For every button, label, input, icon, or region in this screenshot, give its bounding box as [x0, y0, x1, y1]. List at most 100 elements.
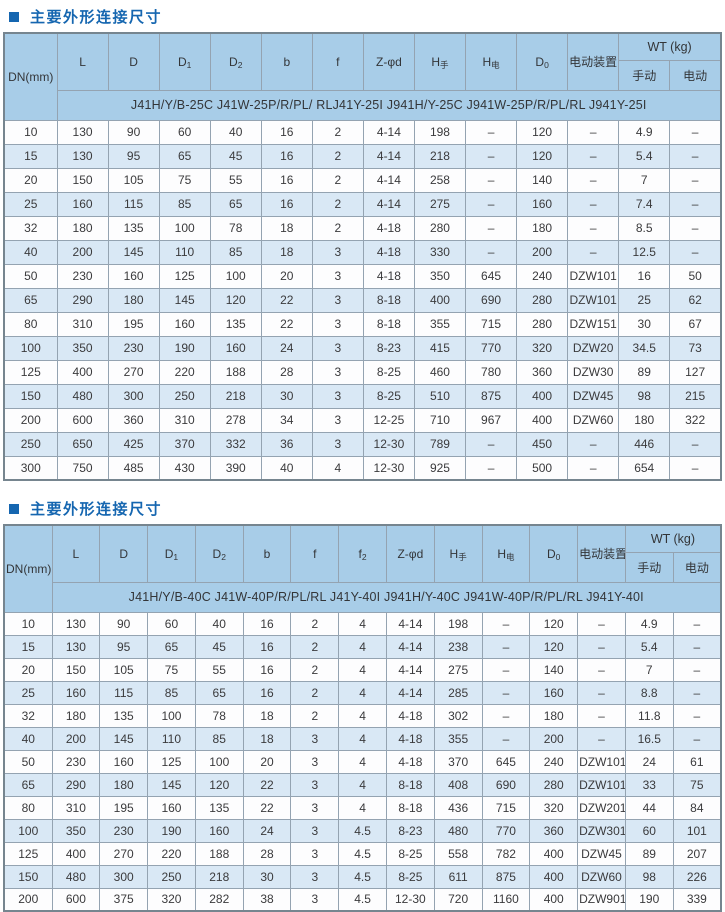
table-row: 32 180 135 100 78 18 2 4-18 280–180–8.5– — [3, 215, 722, 241]
data-cell: 65 — [147, 634, 196, 659]
table-row: 10 130 90 60 40 16 2 4 4-14 198–120–4.9– — [3, 611, 722, 636]
param-header-cell: D2 — [194, 524, 244, 583]
data-cell: 370 — [433, 749, 483, 774]
data-cell: 5.4 — [624, 634, 674, 659]
data-cell: 4-14 — [385, 634, 435, 659]
data-cell: 5.4 — [618, 143, 671, 169]
param-header-cell: D — [107, 32, 160, 91]
data-cell: 16 — [260, 191, 313, 217]
data-cell: 145 — [147, 772, 196, 797]
data-cell: 275 — [433, 657, 483, 682]
table-row: 200 600 375 320 282 38 3 4.5 12-30 720 1160 400 DZW9… — [3, 887, 722, 912]
data-cell: – — [672, 634, 722, 659]
data-cell: 3 — [290, 818, 340, 843]
data-cell: 485 — [107, 455, 160, 481]
table-row: 15 130 95 65 45 16 2 4-14 218–120–5.4– — [3, 143, 722, 169]
data-cell: 8-23 — [385, 818, 435, 843]
data-cell: 3 — [311, 383, 364, 409]
data-cell: 360 — [107, 407, 160, 433]
data-cell: 65 — [209, 191, 262, 217]
data-cell: 925 — [413, 455, 467, 481]
data-cell: 115 — [107, 191, 160, 217]
data-cell: 3 — [311, 407, 364, 433]
data-cell: 20 — [260, 263, 313, 289]
data-cell: 215 — [669, 383, 722, 409]
data-cell: 8-18 — [385, 795, 435, 820]
dn-cell: 10 — [3, 611, 53, 636]
data-cell: – — [567, 191, 620, 217]
data-cell: 34.5 — [618, 335, 671, 361]
data-cell: 360 — [516, 359, 569, 385]
data-cell: 62 — [669, 287, 722, 313]
data-cell: 28 — [260, 359, 313, 385]
data-cell: – — [577, 703, 626, 728]
data-cell: 60 — [147, 611, 196, 636]
data-cell: 125 — [158, 263, 211, 289]
data-cell: – — [567, 143, 620, 169]
data-cell: 355 — [433, 726, 483, 751]
data-cell: 600 — [51, 887, 101, 912]
param-header-cell: D0 — [516, 32, 569, 91]
data-cell: – — [464, 167, 518, 193]
data-cell: 360 — [529, 818, 579, 843]
data-cell: 2 — [311, 167, 364, 193]
data-cell: 16 — [260, 167, 313, 193]
data-cell: 188 — [209, 359, 262, 385]
table-row: 300 750 485 430 390 40 4 12-30 925–500–654– — [3, 455, 722, 481]
data-cell: 2 — [311, 119, 364, 145]
table-row: 150 480 300 250 218 30 3 8-25 510 875 400 DZW45 98 21… — [3, 383, 722, 409]
dn-cell: 32 — [3, 703, 53, 728]
data-cell: 330 — [413, 239, 467, 265]
data-cell: 4-18 — [385, 726, 435, 751]
data-cell: 60 — [158, 119, 211, 145]
data-cell: 710 — [413, 407, 467, 433]
data-cell: 310 — [56, 311, 109, 337]
param-header-cell: f — [290, 524, 340, 583]
data-cell: 195 — [107, 311, 160, 337]
data-cell: 4 — [338, 657, 387, 682]
data-cell: 8-18 — [362, 287, 415, 313]
data-cell: 16 — [242, 634, 292, 659]
data-cell: 150 — [56, 167, 109, 193]
data-cell: 4 — [311, 455, 364, 481]
data-cell: – — [669, 455, 722, 481]
data-cell: – — [669, 239, 722, 265]
data-cell: 67 — [669, 311, 722, 337]
data-cell: 90 — [99, 611, 149, 636]
data-cell: 130 — [56, 143, 109, 169]
data-cell: 3 — [311, 335, 364, 361]
data-cell: 120 — [516, 119, 569, 145]
data-cell: 408 — [433, 772, 483, 797]
data-cell: 278 — [209, 407, 262, 433]
data-cell: 135 — [194, 795, 244, 820]
dn-cell: 125 — [3, 359, 58, 385]
param-header-cell: Z-φd — [362, 32, 415, 91]
data-cell: 145 — [107, 239, 160, 265]
model-list-cell: J41H/Y/B-40C J41W-40P/R/PL/RL J41Y-40I J… — [51, 581, 722, 613]
data-cell: – — [481, 680, 531, 705]
data-cell: 60 — [624, 818, 674, 843]
data-cell: 400 — [516, 407, 569, 433]
param-header-cell: H电 — [464, 32, 518, 91]
data-cell: DZW151 — [567, 311, 620, 337]
data-cell: 75 — [672, 772, 722, 797]
data-cell: 198 — [413, 119, 467, 145]
data-cell: 611 — [433, 864, 483, 889]
dn-cell: 150 — [3, 383, 58, 409]
data-cell: 22 — [242, 772, 292, 797]
data-cell: – — [464, 239, 518, 265]
data-cell: 145 — [99, 726, 149, 751]
data-cell: 198 — [433, 611, 483, 636]
data-cell: 16 — [242, 680, 292, 705]
data-cell: 967 — [464, 407, 518, 433]
data-cell: – — [464, 143, 518, 169]
data-cell: 4.5 — [338, 841, 387, 866]
data-cell: 140 — [516, 167, 569, 193]
data-cell: 226 — [672, 864, 722, 889]
data-cell: 3 — [290, 772, 340, 797]
data-cell: 270 — [99, 841, 149, 866]
data-cell: 120 — [516, 143, 569, 169]
data-cell: DZW101 — [577, 749, 626, 774]
data-cell: 8-18 — [362, 311, 415, 337]
data-cell: 220 — [147, 841, 196, 866]
